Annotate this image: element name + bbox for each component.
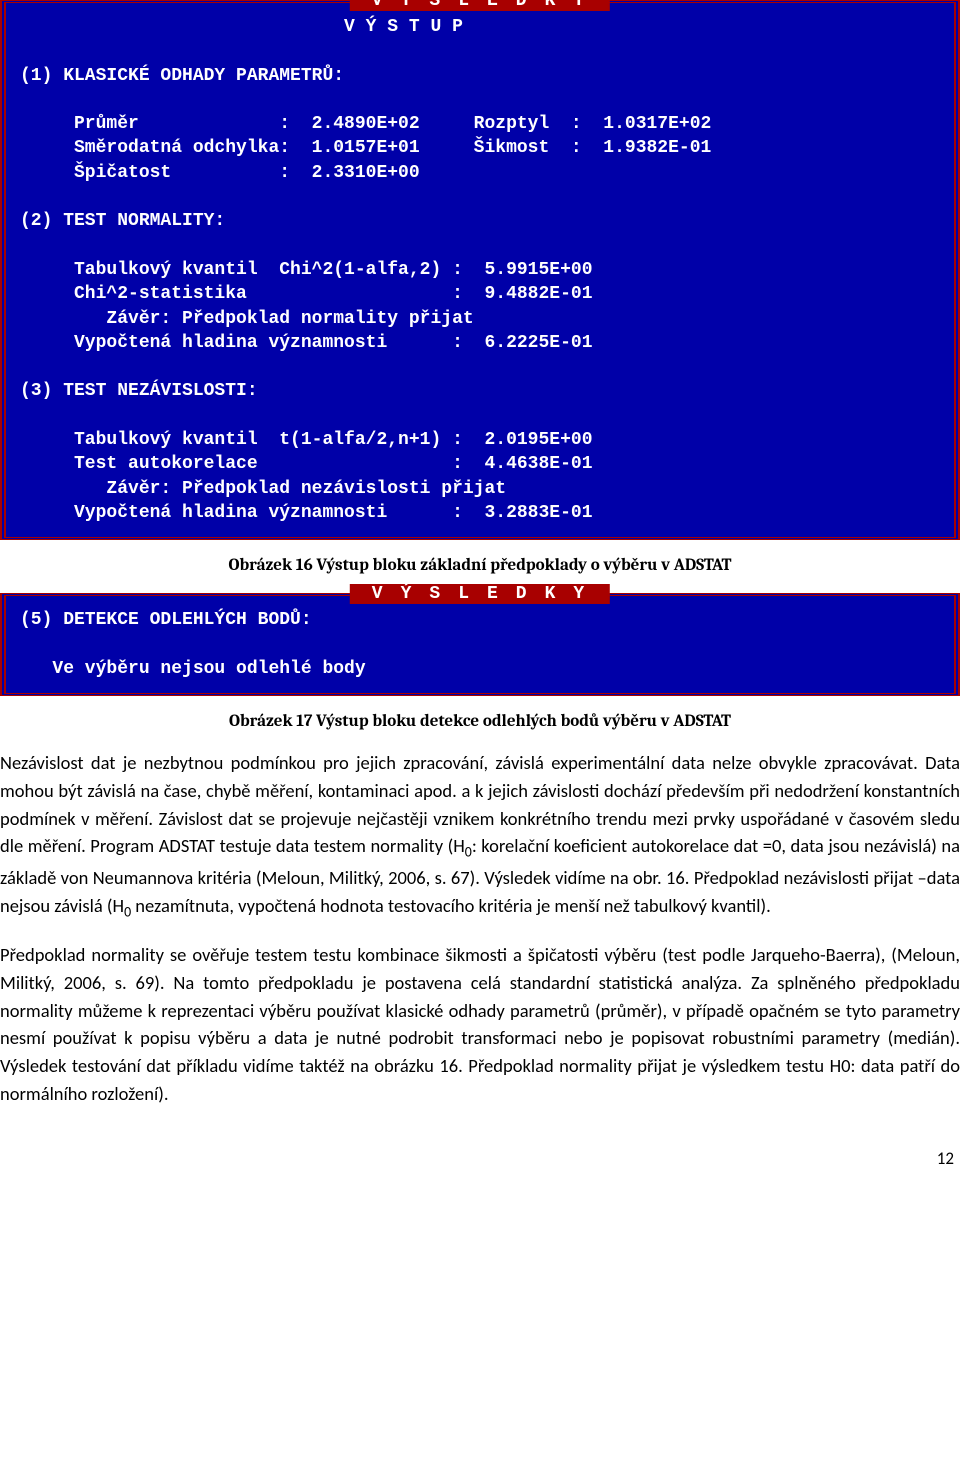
terminal-banner: VÝSLEDKY — [350, 0, 610, 11]
terminal-output-2: VÝSLEDKY (5) DETEKCE ODLEHLÝCH BODŮ: Ve … — [0, 593, 960, 696]
subscript-zero: 0 — [465, 844, 472, 861]
stat-line: Průměr : 2.4890E+02 Rozptyl : 1.0317E+02 — [20, 114, 711, 134]
stat-line: Směrodatná odchylka: 1.0157E+01 Šikmost … — [20, 138, 711, 158]
stat-line: Tabulkový kvantil t(1-alfa/2,n+1) : 2.01… — [20, 430, 593, 450]
terminal-output-1: VÝSLEDKY V Ý S T U P (1) KLASICKÉ ODHADY… — [0, 0, 960, 540]
stat-line: Špičatost : 2.3310E+00 — [20, 163, 420, 183]
terminal-banner: VÝSLEDKY — [350, 584, 610, 604]
section-header: (5) DETEKCE ODLEHLÝCH BODŮ: — [20, 610, 312, 630]
terminal-body: (5) DETEKCE ODLEHLÝCH BODŮ: Ve výběru ne… — [6, 604, 954, 683]
stat-line: Ve výběru nejsou odlehlé body — [20, 659, 366, 679]
section-header: (2) TEST NORMALITY: — [20, 211, 225, 231]
stat-line: Vypočtená hladina významnosti : 3.2883E-… — [20, 503, 593, 523]
text-run: nezamítnuta, vypočtená hodnota testovací… — [131, 894, 771, 917]
section-header: (1) KLASICKÉ ODHADY PARAMETRŮ: — [20, 66, 344, 86]
paragraph-1: Nezávislost dat je nezbytnou podmínkou p… — [0, 749, 960, 923]
page-number: 12 — [0, 1148, 954, 1169]
stat-line: Závěr: Předpoklad normality přijat — [20, 309, 474, 329]
figure-caption-17: Obrázek 17 Výstup bloku detekce odlehlýc… — [0, 712, 960, 731]
output-heading: V Ý S T U P — [20, 17, 463, 37]
stat-line: Test autokorelace : 4.4638E-01 — [20, 454, 593, 474]
figure-caption-16: Obrázek 16 Výstup bloku základní předpok… — [0, 556, 960, 575]
stat-line: Vypočtená hladina významnosti : 6.2225E-… — [20, 333, 593, 353]
terminal-body: V Ý S T U P (1) KLASICKÉ ODHADY PARAMETR… — [6, 11, 954, 527]
paragraph-2: Předpoklad normality se ověřuje testem t… — [0, 941, 960, 1108]
stat-line: Chi^2-statistika : 9.4882E-01 — [20, 284, 593, 304]
stat-line: Tabulkový kvantil Chi^2(1-alfa,2) : 5.99… — [20, 260, 593, 280]
section-header: (3) TEST NEZÁVISLOSTI: — [20, 381, 258, 401]
stat-line: Závěr: Předpoklad nezávislosti přijat — [20, 479, 506, 499]
